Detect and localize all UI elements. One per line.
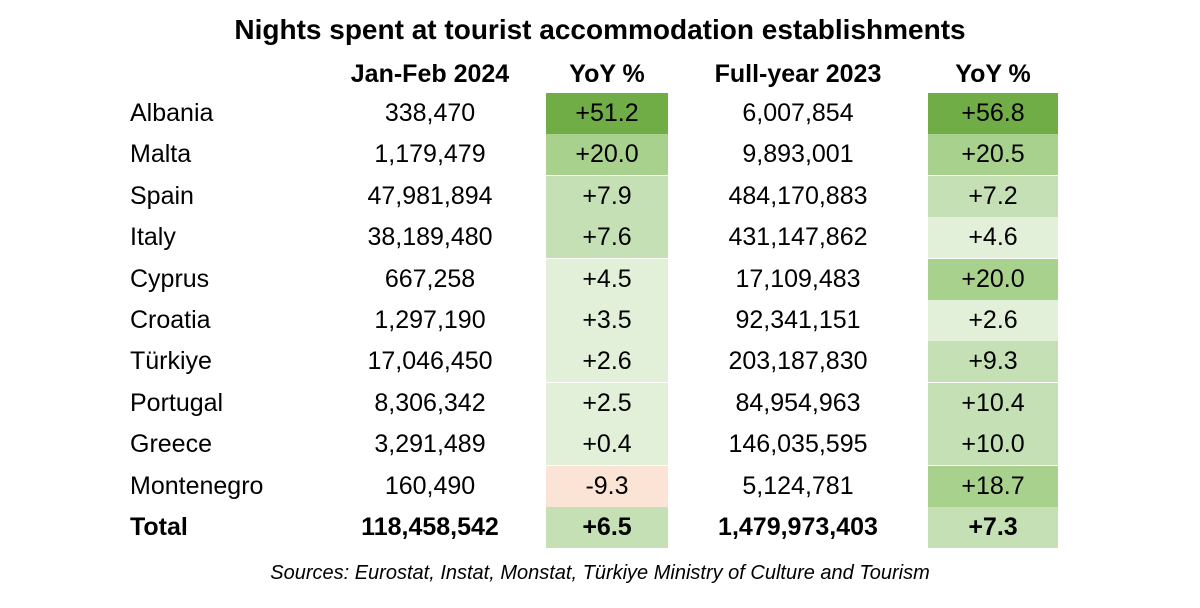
jan-feb-2024-value: 667,258 xyxy=(384,264,476,293)
yoy-2024-value: +20.0 xyxy=(546,134,668,176)
country-name: Croatia xyxy=(130,306,211,334)
total-jan-feb-2024: 118,458,542 xyxy=(361,513,499,541)
yoy-2024-value: +0.4 xyxy=(546,424,668,466)
yoy-2024-value: +7.9 xyxy=(546,175,668,217)
yoy-2024-value: -9.3 xyxy=(546,465,668,507)
header-yoy-2024: YoY % xyxy=(569,60,645,88)
full-year-2023-value: 146,035,595 xyxy=(728,430,868,459)
jan-feb-2024-value: 47,981,894 xyxy=(367,181,493,210)
country-name: Malta xyxy=(130,140,192,169)
yoy-2023-value: +20.0 xyxy=(928,258,1058,300)
table-row: Greece 3,291,489 +0.4 146,035,595 +10.0 xyxy=(0,424,1200,466)
table-row: Montenegro 160,490 -9.3 5,124,781 +18.7 xyxy=(0,465,1200,507)
jan-feb-2024-value: 3,291,489 xyxy=(374,430,486,459)
country-name: Greece xyxy=(130,430,212,459)
yoy-2024-value: +2.6 xyxy=(546,341,668,383)
table-row: Italy 38,189,480 +7.6 431,147,862 +4.6 xyxy=(0,217,1200,259)
full-year-2023-value: 6,007,854 xyxy=(742,99,854,127)
country-name: Spain xyxy=(130,181,194,210)
full-year-2023-value: 9,893,001 xyxy=(742,140,854,169)
country-name: Türkiye xyxy=(130,347,212,376)
full-year-2023-value: 431,147,862 xyxy=(728,223,868,252)
yoy-2023-value: +20.5 xyxy=(928,134,1058,176)
yoy-2023-value: +18.7 xyxy=(928,465,1058,507)
table-row: Cyprus 667,258 +4.5 17,109,483 +20.0 xyxy=(0,258,1200,300)
table-row: Malta 1,179,479 +20.0 9,893,001 +20.5 xyxy=(0,134,1200,176)
table-row: Portugal 8,306,342 +2.5 84,954,963 +10.4 xyxy=(0,382,1200,424)
full-year-2023-value: 17,109,483 xyxy=(735,264,861,293)
country-name: Montenegro xyxy=(130,471,264,500)
full-year-2023-value: 203,187,830 xyxy=(728,347,868,376)
country-name: Italy xyxy=(130,223,176,252)
yoy-2024-value: +3.5 xyxy=(546,300,668,341)
country-name: Albania xyxy=(130,99,214,127)
yoy-2023-value: +4.6 xyxy=(928,217,1058,259)
country-name: Portugal xyxy=(130,388,224,417)
source-note: Sources: Eurostat, Instat, Monstat, Türk… xyxy=(270,562,930,584)
table-row: Albania 338,470 +51.2 6,007,854 +56.8 xyxy=(0,93,1200,134)
jan-feb-2024-value: 1,297,190 xyxy=(374,306,486,334)
full-year-2023-value: 484,170,883 xyxy=(728,181,868,210)
yoy-2023-value: +9.3 xyxy=(928,341,1058,383)
table-row: Türkiye 17,046,450 +2.6 203,187,830 +9.3 xyxy=(0,341,1200,383)
yoy-2024-value: +4.5 xyxy=(546,258,668,300)
table-row: Croatia 1,297,190 +3.5 92,341,151 +2.6 xyxy=(0,300,1200,341)
total-yoy-2024: +6.5 xyxy=(546,507,668,548)
full-year-2023-value: 84,954,963 xyxy=(735,388,861,417)
jan-feb-2024-value: 17,046,450 xyxy=(367,347,493,376)
header-jan-feb-2024: Jan-Feb 2024 xyxy=(350,60,510,88)
jan-feb-2024-value: 8,306,342 xyxy=(374,388,486,417)
yoy-2023-value: +7.2 xyxy=(928,175,1058,217)
jan-feb-2024-value: 38,189,480 xyxy=(367,223,493,252)
header-full-year-2023: Full-year 2023 xyxy=(714,60,882,88)
full-year-2023-value: 5,124,781 xyxy=(742,471,854,500)
yoy-2024-value: +7.6 xyxy=(546,217,668,259)
total-row: Total 118,458,542 +6.5 1,479,973,403 +7.… xyxy=(0,507,1200,548)
full-year-2023-value: 92,341,151 xyxy=(735,306,861,334)
jan-feb-2024-value: 338,470 xyxy=(384,99,476,127)
yoy-2023-value: +10.4 xyxy=(928,382,1058,424)
total-yoy-2023: +7.3 xyxy=(928,507,1058,548)
yoy-2024-value: +2.5 xyxy=(546,382,668,424)
jan-feb-2024-value: 160,490 xyxy=(384,471,476,500)
yoy-2024-value: +51.2 xyxy=(546,93,668,134)
yoy-2023-value: +2.6 xyxy=(928,300,1058,341)
jan-feb-2024-value: 1,179,479 xyxy=(374,140,486,169)
table-title: Nights spent at tourist accommodation es… xyxy=(234,14,966,45)
yoy-2023-value: +56.8 xyxy=(928,93,1058,134)
country-name: Cyprus xyxy=(130,264,210,293)
header-yoy-2023: YoY % xyxy=(955,60,1031,88)
total-full-year-2023: 1,479,973,403 xyxy=(718,513,878,541)
table-row: Spain 47,981,894 +7.9 484,170,883 +7.2 xyxy=(0,175,1200,217)
yoy-2023-value: +10.0 xyxy=(928,424,1058,466)
total-label: Total xyxy=(130,513,188,541)
